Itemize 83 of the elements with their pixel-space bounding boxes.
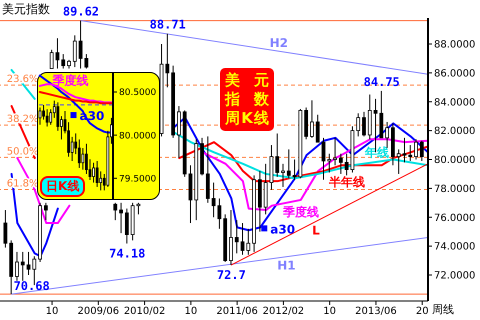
candlestick — [81, 148, 84, 170]
candlestick — [240, 222, 244, 256]
x-tick-label: 2009/06 — [78, 306, 120, 318]
annotation: 89.62 — [62, 4, 100, 19]
candlestick — [99, 170, 102, 191]
annotation: 74.18 — [109, 246, 146, 261]
annotation: 88.71 — [150, 18, 186, 32]
y-tick-label: 88.0000 — [434, 40, 476, 51]
x-tick-label: 10 — [46, 306, 58, 318]
candlestick — [78, 20, 82, 70]
x-tick-label: 2013/06 — [355, 306, 397, 318]
candlestick — [3, 210, 8, 248]
candlestick — [217, 198, 222, 230]
candlestick — [356, 112, 360, 137]
candlestick — [26, 251, 30, 276]
x-tick-label: 2012/02 — [262, 306, 304, 318]
candlestick — [136, 202, 140, 215]
series-label: 季度线 — [282, 204, 319, 219]
candlestick — [281, 163, 285, 188]
y-tick-label: 80.5000 — [119, 88, 156, 98]
series-label: H1 — [277, 258, 296, 273]
candlestick — [322, 137, 326, 180]
y-tick-label: 79.5000 — [119, 174, 156, 184]
x-tick-label: 20 — [416, 306, 429, 318]
candlestick — [402, 137, 406, 163]
y-tick-label: 84.0000 — [434, 97, 476, 108]
x-tick-label: 10 — [184, 306, 198, 318]
candlestick — [212, 182, 216, 218]
y-tick-label: 80.0000 — [119, 131, 156, 142]
candlestick — [96, 160, 99, 188]
candlestick — [46, 108, 49, 128]
annotation: 70.68 — [14, 279, 50, 294]
candlestick — [50, 49, 54, 70]
y-tick-label: 74.0000 — [434, 242, 476, 253]
candlestick — [78, 138, 81, 168]
candlestick — [234, 220, 239, 254]
candlestick — [119, 202, 123, 234]
candlestick — [61, 54, 66, 70]
candlestick — [362, 111, 366, 137]
candlestick — [229, 210, 233, 266]
candlestick — [165, 33, 170, 88]
candlestick — [310, 100, 314, 138]
candlestick — [420, 140, 424, 162]
annotation: 72.7 — [216, 268, 246, 282]
candlestick — [72, 34, 77, 68]
x-tick-label: 2010/02 — [124, 306, 166, 318]
series-label: 季度线 — [51, 74, 88, 88]
candlestick — [246, 228, 250, 256]
candlestick — [84, 54, 88, 70]
candlestick — [275, 133, 280, 178]
candlestick — [20, 251, 25, 282]
series-label: 半年线 — [328, 175, 365, 190]
series-label: 年线 — [364, 145, 389, 160]
y-tick-label: 80.0000 — [434, 155, 476, 166]
series-label: H2 — [270, 36, 288, 50]
y-tick-label: 72.0000 — [434, 270, 476, 282]
annotation: 美元指数周K线 — [225, 71, 269, 128]
candlestick — [56, 38, 60, 70]
candlestick — [292, 159, 296, 180]
x-tick-label: 2011/06 — [216, 306, 258, 318]
chart-title: 美元指数 — [2, 1, 50, 18]
annotation: 84.75 — [364, 74, 400, 89]
line-series — [38, 90, 112, 104]
candlestick — [414, 138, 418, 160]
candlestick — [333, 137, 337, 166]
candlestick — [92, 162, 95, 184]
y-tick-label: 86.0000 — [434, 68, 476, 80]
y-tick-label: 82.0000 — [434, 126, 476, 138]
candlestick — [44, 202, 48, 221]
candlestick — [177, 106, 181, 159]
candlestick — [327, 153, 332, 173]
candlestick — [316, 114, 320, 143]
y-tick-label: 78.0000 — [434, 184, 476, 195]
x-axis-title: 周线 — [432, 302, 454, 317]
series-label: L — [312, 223, 320, 238]
candlestick — [286, 148, 291, 179]
candlestick — [396, 148, 401, 174]
legend-label: a30 — [270, 222, 296, 236]
x-tick-label: 10 — [323, 306, 336, 318]
y-tick-label: 76.0000 — [434, 212, 476, 224]
candlestick — [15, 251, 19, 282]
text: 日K线 — [40, 176, 86, 197]
candlestick — [113, 202, 118, 221]
